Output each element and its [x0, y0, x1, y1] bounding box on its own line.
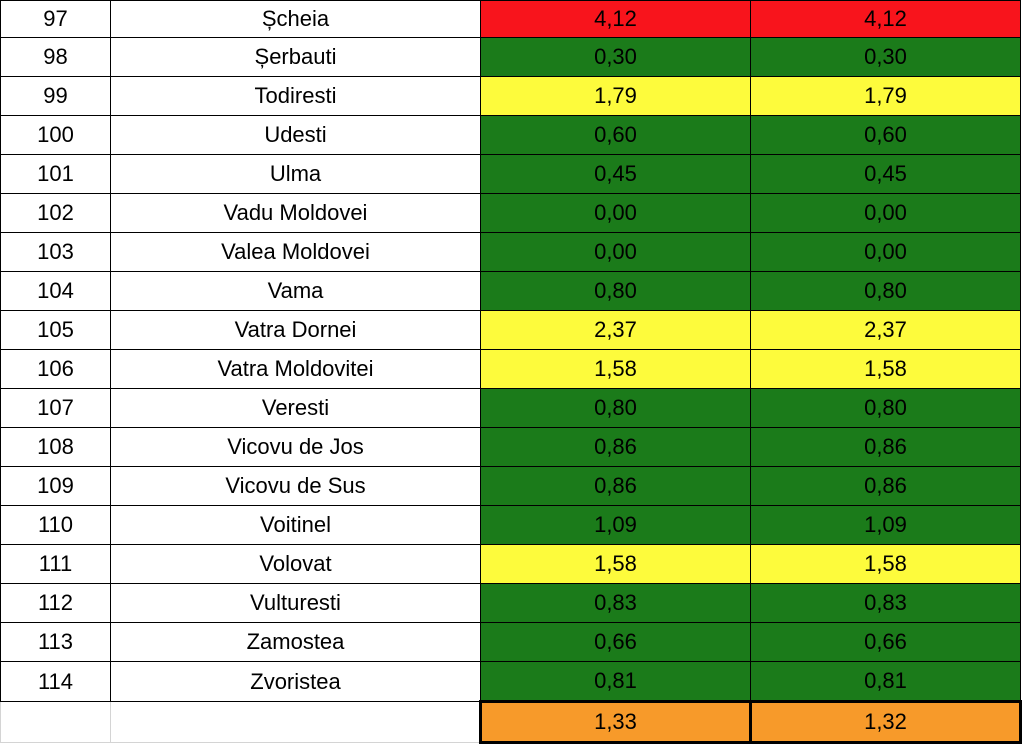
value-cell-2[interactable]: 0,83 [750, 583, 1021, 623]
locality-name-cell[interactable]: Vulturesti [110, 583, 481, 623]
locality-name-cell[interactable]: Șcheia [110, 0, 481, 38]
value-cell-1[interactable]: 0,00 [480, 193, 751, 233]
value-cell-2[interactable]: 0,66 [750, 622, 1021, 662]
value-cell-2[interactable]: 0,86 [750, 466, 1021, 506]
table-row[interactable]: 113 Zamostea 0,66 0,66 [0, 622, 1021, 662]
locality-name-cell[interactable]: Vatra Dornei [110, 310, 481, 350]
value-cell-2[interactable]: 0,80 [750, 271, 1021, 311]
row-number-cell[interactable]: 100 [0, 115, 111, 155]
locality-name-cell[interactable]: Zamostea [110, 622, 481, 662]
value-cell-1[interactable]: 0,86 [480, 427, 751, 467]
table-row[interactable]: 106 Vatra Moldovitei 1,58 1,58 [0, 349, 1021, 389]
totals-row[interactable]: 1,33 1,32 [0, 700, 1022, 744]
locality-name-cell[interactable]: Volovat [110, 544, 481, 584]
row-number-cell[interactable]: 111 [0, 544, 111, 584]
value-cell-1[interactable]: 0,60 [480, 115, 751, 155]
table-row[interactable]: 97 Șcheia 4,12 4,12 [0, 0, 1021, 38]
locality-name-cell[interactable]: Vicovu de Jos [110, 427, 481, 467]
row-number-cell[interactable]: 114 [0, 661, 111, 702]
row-number-cell[interactable]: 112 [0, 583, 111, 623]
table-row[interactable]: 109 Vicovu de Sus 0,86 0,86 [0, 466, 1021, 506]
value-cell-1[interactable]: 0,80 [480, 271, 751, 311]
locality-name-cell[interactable]: Valea Moldovei [110, 232, 481, 272]
value-cell-1[interactable]: 0,30 [480, 37, 751, 77]
value-cell-1[interactable]: 1,58 [480, 349, 751, 389]
row-number-cell[interactable]: 104 [0, 271, 111, 311]
value-cell-1[interactable]: 0,80 [480, 388, 751, 428]
row-number-cell[interactable]: 98 [0, 37, 111, 77]
table-row[interactable]: 114 Zvoristea 0,81 0,81 [0, 661, 1021, 702]
row-number-cell[interactable]: 101 [0, 154, 111, 194]
value-cell-2[interactable]: 0,00 [750, 232, 1021, 272]
table-row[interactable]: 99 Todiresti 1,79 1,79 [0, 76, 1021, 116]
locality-name-cell[interactable]: Șerbauti [110, 37, 481, 77]
value-cell-1[interactable]: 0,66 [480, 622, 751, 662]
row-number-cell[interactable]: 109 [0, 466, 111, 506]
locality-name-cell[interactable]: Todiresti [110, 76, 481, 116]
table-row[interactable]: 105 Vatra Dornei 2,37 2,37 [0, 310, 1021, 350]
row-number-cell[interactable]: 113 [0, 622, 111, 662]
value-cell-2[interactable]: 1,09 [750, 505, 1021, 545]
empty-cell[interactable] [0, 701, 111, 743]
table-row[interactable]: 102 Vadu Moldovei 0,00 0,00 [0, 193, 1021, 233]
value-cell-1[interactable]: 1,58 [480, 544, 751, 584]
value-cell-2[interactable]: 1,58 [750, 544, 1021, 584]
table-row[interactable]: 108 Vicovu de Jos 0,86 0,86 [0, 427, 1021, 467]
locality-name-cell[interactable]: Vatra Moldovitei [110, 349, 481, 389]
value-cell-1[interactable]: 1,79 [480, 76, 751, 116]
table-row[interactable]: 107 Veresti 0,80 0,80 [0, 388, 1021, 428]
value-cell-1[interactable]: 1,09 [480, 505, 751, 545]
value-cell-1[interactable]: 2,37 [480, 310, 751, 350]
locality-name-cell[interactable]: Udesti [110, 115, 481, 155]
table-row[interactable]: 100 Udesti 0,60 0,60 [0, 115, 1021, 155]
locality-name-cell[interactable]: Vadu Moldovei [110, 193, 481, 233]
value-cell-2[interactable]: 1,79 [750, 76, 1021, 116]
row-number-cell[interactable]: 102 [0, 193, 111, 233]
row-number-cell[interactable]: 97 [0, 0, 111, 38]
table-row[interactable]: 112 Vulturesti 0,83 0,83 [0, 583, 1021, 623]
row-number-cell[interactable]: 107 [0, 388, 111, 428]
table-row[interactable]: 98 Șerbauti 0,30 0,30 [0, 37, 1021, 77]
locality-name-cell[interactable]: Voitinel [110, 505, 481, 545]
row-number-cell[interactable]: 99 [0, 76, 111, 116]
table-row[interactable]: 104 Vama 0,80 0,80 [0, 271, 1021, 311]
value-cell-2[interactable]: 0,81 [750, 661, 1021, 702]
table-row[interactable]: 101 Ulma 0,45 0,45 [0, 154, 1021, 194]
total-value-cell-2[interactable]: 1,32 [749, 700, 1022, 744]
value-cell-2[interactable]: 0,80 [750, 388, 1021, 428]
value-cell-1[interactable]: 0,81 [480, 661, 751, 702]
locality-name-cell[interactable]: Vicovu de Sus [110, 466, 481, 506]
table-row[interactable]: 110 Voitinel 1,09 1,09 [0, 505, 1021, 545]
row-number-cell[interactable]: 108 [0, 427, 111, 467]
row-number-cell[interactable]: 105 [0, 310, 111, 350]
locality-name-cell[interactable]: Zvoristea [110, 661, 481, 702]
empty-cell[interactable] [110, 701, 481, 743]
table-row[interactable]: 111 Volovat 1,58 1,58 [0, 544, 1021, 584]
row-number-cell[interactable]: 110 [0, 505, 111, 545]
value-cell-2[interactable]: 0,00 [750, 193, 1021, 233]
row-number-cell[interactable]: 103 [0, 232, 111, 272]
value-cell-2[interactable]: 4,12 [750, 0, 1021, 38]
locality-name-cell[interactable]: Veresti [110, 388, 481, 428]
value-cell-2[interactable]: 0,45 [750, 154, 1021, 194]
locality-name-cell[interactable]: Ulma [110, 154, 481, 194]
table-row[interactable]: 103 Valea Moldovei 0,00 0,00 [0, 232, 1021, 272]
row-number-cell[interactable]: 106 [0, 349, 111, 389]
value-cell-2[interactable]: 1,58 [750, 349, 1021, 389]
value-cell-1[interactable]: 0,83 [480, 583, 751, 623]
locality-name-cell[interactable]: Vama [110, 271, 481, 311]
value-cell-1[interactable]: 4,12 [480, 0, 751, 38]
value-cell-2[interactable]: 0,60 [750, 115, 1021, 155]
value-cell-2[interactable]: 0,30 [750, 37, 1021, 77]
value-cell-2[interactable]: 0,86 [750, 427, 1021, 467]
value-cell-1[interactable]: 0,86 [480, 466, 751, 506]
total-value-cell-1[interactable]: 1,33 [479, 700, 752, 744]
value-cell-1[interactable]: 0,00 [480, 232, 751, 272]
value-cell-2[interactable]: 2,37 [750, 310, 1021, 350]
value-cell-1[interactable]: 0,45 [480, 154, 751, 194]
